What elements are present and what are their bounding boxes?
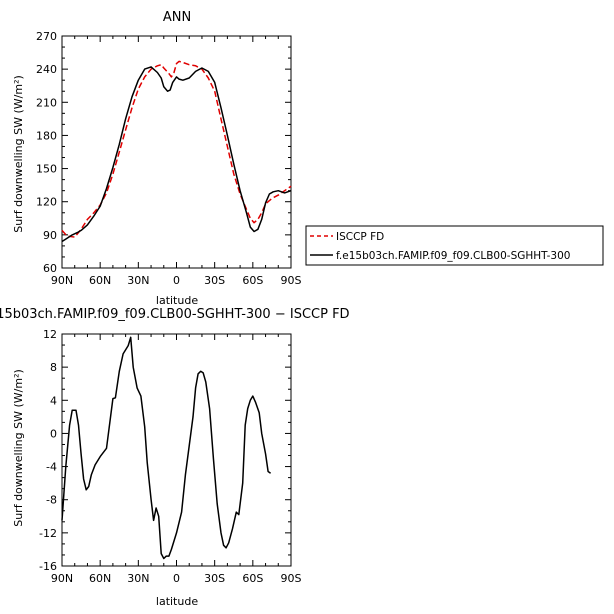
bottom-xtick-label: 0 <box>173 572 180 585</box>
bottom-ytick-label: -4 <box>46 461 57 474</box>
bottom-xtick-label: 60N <box>89 572 111 585</box>
bottom-ytick-label: -16 <box>39 560 57 573</box>
top-chart-xlabel: latitude <box>156 294 198 307</box>
top-xtick-label: 90S <box>281 274 302 287</box>
top-xtick-label: 30S <box>204 274 225 287</box>
top-ytick-label: 120 <box>36 196 57 209</box>
bottom-xtick-label: 30N <box>127 572 149 585</box>
bottom-ytick-label: -12 <box>39 527 57 540</box>
bottom-xtick-label: 30S <box>204 572 225 585</box>
top-xtick-label: 60S <box>242 274 263 287</box>
bottom-ytick-label: 12 <box>43 328 57 341</box>
top-xtick-label: 0 <box>173 274 180 287</box>
legend: ISCCP FD f.e15b03ch.FAMIP.f09_f09.CLB00-… <box>305 225 604 266</box>
top-xtick-label: 60N <box>89 274 111 287</box>
top-chart-ylabel: Surf downwelling SW (W/m²) <box>12 75 25 233</box>
top-ytick-label: 90 <box>43 229 57 242</box>
legend-box <box>305 225 604 266</box>
top-xtick-label: 30N <box>127 274 149 287</box>
bottom-xtick-label: 90S <box>281 572 302 585</box>
top-ytick-label: 270 <box>36 30 57 43</box>
top-series-line-0 <box>61 60 292 238</box>
top-ytick-label: 180 <box>36 129 57 142</box>
bottom-xtick-label: 90N <box>51 572 73 585</box>
top-ytick-label: 60 <box>43 262 57 275</box>
top-plot-frame <box>61 35 292 269</box>
top-ytick-label: 240 <box>36 63 57 76</box>
bottom-ytick-label: -8 <box>46 494 57 507</box>
bottom-ytick-label: 8 <box>50 361 57 374</box>
legend-label-isccp: ISCCP FD <box>336 231 384 243</box>
top-series-line-1 <box>61 66 292 243</box>
bottom-ytick-label: 0 <box>50 427 57 440</box>
bottom-xtick-label: 60S <box>242 572 263 585</box>
bottom-series-line-0 <box>61 336 272 560</box>
bottom-chart-xlabel: latitude <box>156 595 198 608</box>
bottom-ytick-label: 4 <box>50 394 57 407</box>
top-chart-title: ANN <box>163 10 191 25</box>
legend-label-model: f.e15b03ch.FAMIP.f09_f09.CLB00-SGHHT-300 <box>336 250 570 262</box>
bottom-chart-title: f.e15b03ch.FAMIP.f09_f09.CLB00-SGHHT-300… <box>0 307 350 322</box>
top-ytick-label: 150 <box>36 163 57 176</box>
top-ytick-label: 210 <box>36 96 57 109</box>
top-xtick-label: 90N <box>51 274 73 287</box>
bottom-chart-ylabel: Surf downwelling SW (W/m²) <box>12 369 25 527</box>
